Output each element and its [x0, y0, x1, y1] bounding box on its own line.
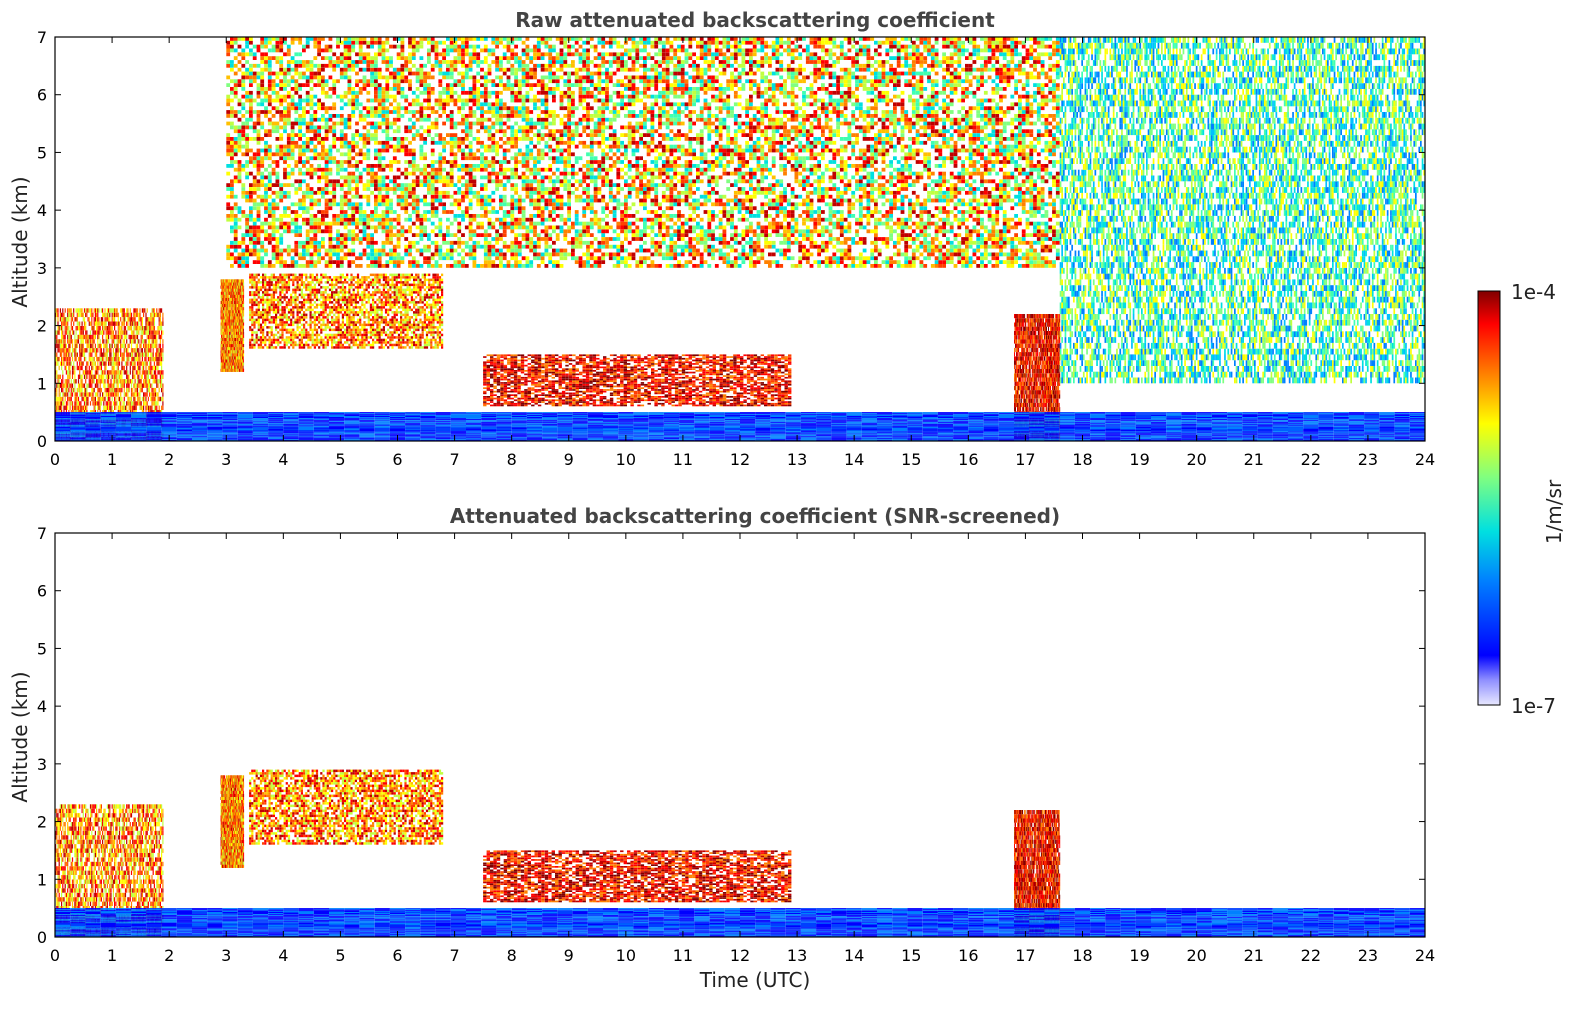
x-tick-label: 9: [564, 450, 574, 469]
x-tick-label: 10: [616, 450, 636, 469]
top-plot-area: 0 1 2 3 4 5 6 7 8 9 10 11 12 13 14 15 16 17 18 19 20 21 22 23 24…: [37, 28, 1435, 469]
x-tick-label: 24: [1415, 450, 1435, 469]
x-tick-label: 19: [1129, 946, 1149, 965]
y-tick-label: 6: [37, 582, 47, 601]
x-tick-label: 11: [673, 450, 693, 469]
y-tick-label: 6: [37, 86, 47, 105]
x-tick-label: 2: [164, 946, 174, 965]
colorbar-min-label: 1e-7: [1511, 694, 1556, 718]
x-tick-label: 14: [844, 450, 864, 469]
x-tick-label: 24: [1415, 946, 1435, 965]
x-tick-label: 5: [335, 946, 345, 965]
x-tick-label: 4: [278, 450, 288, 469]
x-tick-label: 13: [787, 946, 807, 965]
x-tick-label: 22: [1301, 946, 1321, 965]
x-tick-label: 5: [335, 450, 345, 469]
x-tick-label: 3: [221, 450, 231, 469]
x-tick-label: 1: [107, 946, 117, 965]
bottom-plot-area: 0 1 2 3 4 5 6 7 8 9 10 11 12 13 14 15 16 17 18 19 20 21 22 23 24…: [37, 524, 1435, 965]
x-tick-label: 2: [164, 450, 174, 469]
x-tick-label: 10: [616, 946, 636, 965]
x-tick-label: 19: [1129, 450, 1149, 469]
x-tick-label: 6: [392, 946, 402, 965]
x-tick-label: 17: [1015, 946, 1035, 965]
x-tick-label: 16: [958, 946, 978, 965]
x-tick-label: 12: [730, 450, 750, 469]
chart-canvas: 0 1 2 3 4 5 6 7 8 9 10 11 12 13 14 15 16 17 18 19 20 21 22 23 24…: [0, 0, 1595, 1020]
x-tick-label: 6: [392, 450, 402, 469]
x-tick-label: 13: [787, 450, 807, 469]
x-tick-label: 18: [1072, 450, 1092, 469]
y-tick-label: 4: [37, 201, 47, 220]
x-tick-label: 15: [901, 450, 921, 469]
y-tick-label: 3: [37, 259, 47, 278]
colorbar-units-label: 1/m/sr: [1542, 480, 1566, 544]
heatmap-feature-high: [221, 775, 245, 867]
x-tick-label: 23: [1358, 946, 1378, 965]
x-tick-label: 9: [564, 946, 574, 965]
heatmap-feature-high: [249, 770, 443, 845]
heatmap-feature-very-high: [483, 850, 791, 902]
x-tick-label: 11: [673, 946, 693, 965]
x-tick-label: 14: [844, 946, 864, 965]
x-tick-label: 17: [1015, 450, 1035, 469]
x-tick-label: 3: [221, 946, 231, 965]
x-tick-label: 7: [449, 450, 459, 469]
colorbar: [1478, 291, 1500, 705]
x-tick-label: 20: [1186, 450, 1206, 469]
heatmap-layer: [55, 770, 1425, 937]
colorbar-max-label: 1e-4: [1511, 280, 1556, 304]
x-tick-label: 4: [278, 946, 288, 965]
y-tick-label: 3: [37, 755, 47, 774]
y-tick-label: 2: [37, 317, 47, 336]
x-tick-label: 18: [1072, 946, 1092, 965]
x-tick-label: 16: [958, 450, 978, 469]
y-tick-label: 5: [37, 143, 47, 162]
x-tick-label: 20: [1186, 946, 1206, 965]
x-tick-label: 8: [507, 946, 517, 965]
colorbar-gradient: [1478, 291, 1500, 705]
x-tick-label: 0: [50, 946, 60, 965]
x-tick-label: 0: [50, 450, 60, 469]
y-tick-label: 1: [37, 870, 47, 889]
heatmap-feature-high: [249, 274, 443, 349]
x-tick-label: 12: [730, 946, 750, 965]
x-tick-label: 21: [1244, 946, 1264, 965]
x-tick-label: 15: [901, 946, 921, 965]
x-tick-label: 21: [1244, 450, 1264, 469]
heatmap-feature-high: [221, 279, 245, 371]
heatmap-feature-noise-high: [226, 37, 1059, 268]
x-tick-label: 7: [449, 946, 459, 965]
heatmap-feature-very-high: [483, 354, 791, 406]
heatmap-feature-noise-medium: [1060, 37, 1425, 383]
y-tick-label: 4: [37, 697, 47, 716]
y-tick-label: 2: [37, 813, 47, 832]
y-tick-label: 7: [37, 28, 47, 47]
y-tick-label: 1: [37, 374, 47, 393]
x-tick-label: 22: [1301, 450, 1321, 469]
y-tick-label: 5: [37, 639, 47, 658]
heatmap-layer: [55, 37, 1425, 441]
x-tick-label: 23: [1358, 450, 1378, 469]
x-tick-label: 1: [107, 450, 117, 469]
y-tick-label: 7: [37, 524, 47, 543]
y-tick-label: 0: [37, 432, 47, 451]
y-tick-label: 0: [37, 928, 47, 947]
x-tick-label: 8: [507, 450, 517, 469]
